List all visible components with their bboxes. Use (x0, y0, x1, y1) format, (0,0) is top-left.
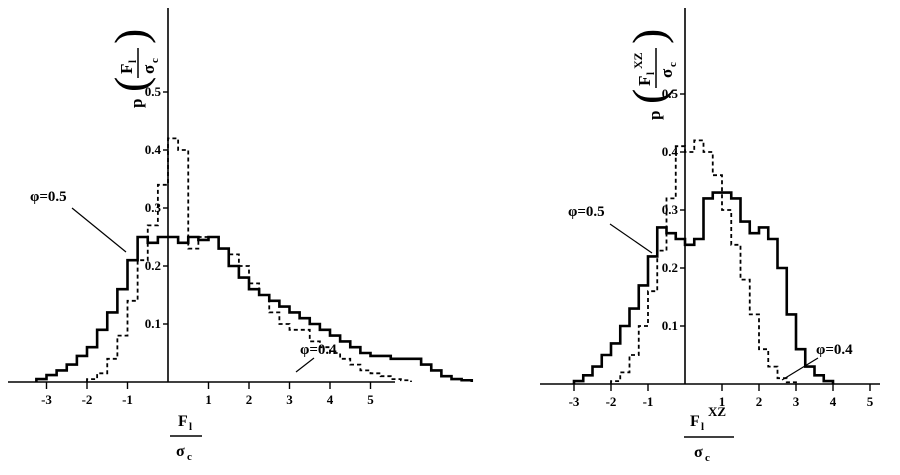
svg-text:XZ: XZ (708, 404, 726, 419)
svg-text:σ: σ (139, 64, 158, 74)
y-tick-label: 0.3 (662, 202, 679, 217)
right-x-label: F l XZ σ c (684, 404, 734, 464)
x-tick-label: 2 (246, 392, 253, 407)
x-tick-label: -3 (569, 394, 580, 409)
left-annotation-phi-0-5: φ=0.5 (30, 189, 67, 205)
x-tick-label: 2 (756, 394, 763, 409)
left-annotation-phi-0-4: φ=0.4 (300, 342, 337, 358)
y-tick-label: 0.5 (145, 84, 162, 99)
svg-text:σ: σ (657, 68, 676, 78)
x-tick-label: 1 (205, 392, 212, 407)
x-tick-label: 4 (830, 394, 837, 409)
svg-text:l: l (701, 421, 704, 433)
y-tick-label: 0.4 (145, 142, 162, 157)
left-y-label-close-paren: ) (105, 29, 156, 44)
svg-text:p: p (645, 111, 664, 120)
right-annotation-phi-0-5: φ=0.5 (568, 204, 605, 220)
x-tick-label: 4 (327, 392, 334, 407)
svg-text:σ: σ (694, 444, 703, 461)
svg-text:l: l (645, 72, 657, 75)
right-series-phi-0-4-histogram (572, 191, 835, 384)
svg-text:σ: σ (176, 443, 185, 460)
x-tick-label: -1 (643, 394, 654, 409)
y-tick-label: 0.2 (662, 260, 678, 275)
svg-text:c: c (667, 62, 679, 67)
right-y-label-close-paren: ) (623, 29, 674, 44)
right-annotation-phi-0-4: φ=0.4 (816, 342, 853, 358)
right-annotation-phi-0-5-leader (609, 223, 653, 254)
left-annotation-phi-0-4-leader (295, 357, 315, 373)
svg-text:c: c (705, 452, 710, 464)
right-series-phi-0-5-histogram (610, 139, 797, 384)
x-tick-label: 3 (286, 392, 293, 407)
left-series-phi-0-4-histogram (35, 235, 474, 382)
y-tick-label: 0.1 (145, 316, 161, 331)
x-tick-label: -2 (606, 394, 617, 409)
left-x-label: F l σ c (170, 413, 202, 463)
right-annotation-phi-0-4-leader (781, 357, 819, 381)
svg-text:F: F (635, 76, 654, 86)
left-y-label: p ( F l σ c ) (105, 29, 161, 108)
left-chart: -3 -2 -1 1 2 3 4 5 0.10.20.30.40.5 φ=0.5 φ=0.4 … (8, 8, 474, 463)
svg-text:p: p (127, 99, 146, 108)
y-tick-label: 0.4 (662, 144, 679, 159)
x-tick-label: -3 (41, 392, 52, 407)
y-tick-label: 0.3 (145, 200, 162, 215)
svg-text:c: c (149, 58, 161, 63)
svg-text:l: l (127, 60, 139, 63)
x-tick-label: 5 (867, 394, 874, 409)
left-annotation-phi-0-5-leader (71, 207, 127, 253)
y-tick-label: 0.5 (662, 86, 679, 101)
left-x-ticks: -3 -2 -1 1 2 3 4 5 (41, 382, 374, 407)
x-tick-label: 5 (367, 392, 374, 407)
left-y-ticks: 0.1 0.2 0.3 0.4 0.5 (145, 84, 168, 331)
svg-text:F: F (178, 413, 188, 430)
right-y-ticks: 0.1 0.2 0.3 0.4 0.5 (662, 86, 685, 333)
x-tick-label: 1 (719, 394, 726, 409)
right-y-label-open-paren: ( (623, 89, 674, 104)
y-tick-label: 0.1 (662, 318, 678, 333)
x-tick-label: -1 (122, 392, 133, 407)
svg-text:XZ: XZ (631, 52, 645, 69)
svg-text:c: c (187, 451, 192, 463)
right-chart: -3 -2 -1 1 2 3 4 5 0.10.20.30.40.5 φ=0.5 φ=0.4 … (540, 8, 880, 464)
svg-text:F: F (690, 413, 700, 430)
left-y-label-open-paren: ( (105, 77, 156, 92)
right-y-label: p ( F l XZ σ c ) (623, 29, 679, 120)
right-x-ticks: -3 -2 -1 1 2 3 4 5 (569, 384, 874, 409)
x-tick-label: 3 (793, 394, 800, 409)
svg-text:l: l (189, 421, 192, 433)
y-tick-label: 0.2 (145, 258, 161, 273)
svg-text:F: F (117, 64, 136, 74)
x-tick-label: -2 (82, 392, 93, 407)
